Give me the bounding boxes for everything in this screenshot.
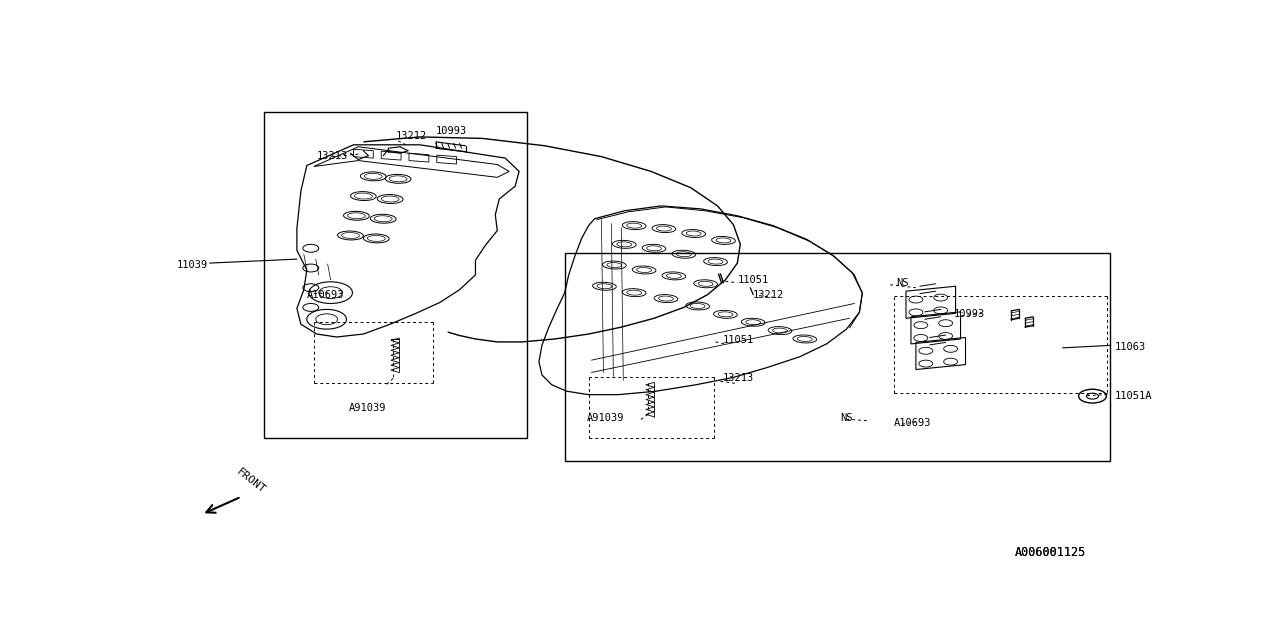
Text: FRONT: FRONT [234,467,268,495]
Text: A006001125: A006001125 [1015,546,1087,559]
Text: NS: NS [896,278,909,288]
Text: A10693: A10693 [895,418,932,428]
Text: 13212: 13212 [753,289,785,300]
Text: A91039: A91039 [348,403,387,413]
Text: 11039: 11039 [177,260,207,270]
Text: A006001125: A006001125 [1015,546,1087,559]
Text: 13212: 13212 [396,131,428,141]
Text: A10693: A10693 [307,289,344,300]
Text: NS: NS [841,413,852,423]
Text: A91039: A91039 [586,413,625,423]
Text: 11063: 11063 [1115,342,1146,352]
Text: 11051: 11051 [737,275,768,285]
Text: 11051A: 11051A [1115,391,1152,401]
Text: 13213: 13213 [722,373,754,383]
Text: 13213: 13213 [316,150,348,161]
Text: 11051: 11051 [722,335,754,346]
Text: 10993: 10993 [435,126,467,136]
Text: 10993: 10993 [954,309,984,319]
